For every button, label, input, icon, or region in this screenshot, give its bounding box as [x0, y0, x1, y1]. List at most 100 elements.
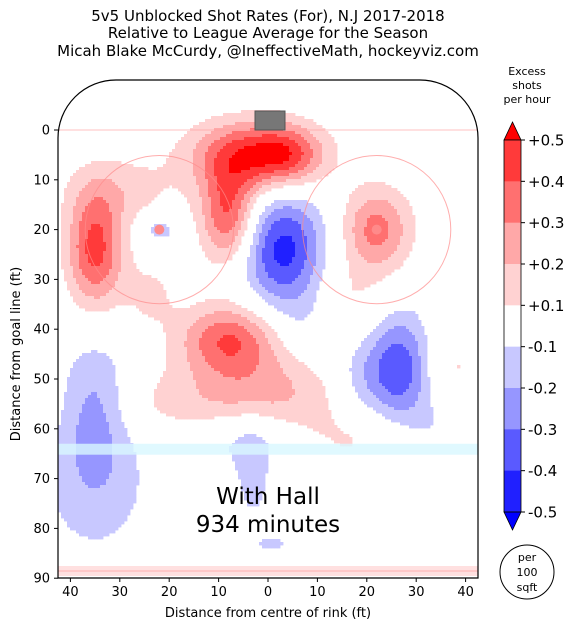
heat-cell [355, 200, 359, 204]
heat-cell [406, 215, 410, 219]
heat-cell [148, 302, 152, 306]
heat-cell [94, 227, 98, 231]
heat-cell [247, 167, 251, 171]
heat-cell [292, 299, 296, 303]
heat-cell [298, 203, 302, 207]
heat-cell [259, 224, 263, 228]
heat-cell [397, 257, 401, 261]
heat-cell [403, 320, 407, 324]
heat-cell [349, 227, 353, 231]
heat-cell [334, 143, 338, 147]
heat-cell [127, 209, 131, 213]
heat-cell [223, 125, 227, 129]
heat-cell [76, 287, 80, 291]
heat-cell [379, 233, 383, 237]
heat-cell [259, 239, 263, 243]
heat-cell [286, 206, 290, 210]
heat-cell [319, 272, 323, 276]
heat-cell [349, 266, 353, 270]
heat-cell [196, 167, 200, 171]
heat-cell [112, 206, 116, 210]
heat-cell [247, 191, 251, 195]
heat-cell [214, 155, 218, 159]
heat-cell [199, 233, 203, 237]
heat-cell [190, 179, 194, 183]
heat-cell [220, 140, 224, 144]
heat-cell [232, 146, 236, 150]
heat-cell [253, 161, 257, 165]
heat-cell [97, 266, 101, 270]
heat-cell [226, 155, 230, 159]
heat-cell [379, 263, 383, 267]
heat-cell [118, 299, 122, 303]
heat-cell [277, 227, 281, 231]
heat-cell [400, 239, 404, 243]
heat-cell [241, 167, 245, 171]
heat-cell [373, 257, 377, 261]
heat-cell [301, 161, 305, 165]
heat-cell [352, 272, 356, 276]
heat-cell [118, 170, 122, 174]
heat-cell [112, 284, 116, 288]
heat-cell [232, 131, 236, 135]
heat-cell [109, 170, 113, 174]
heat-cell [280, 200, 284, 204]
heat-cell [265, 287, 269, 291]
heat-cell [295, 215, 299, 219]
heat-cell [202, 302, 206, 306]
heat-cell [193, 209, 197, 213]
heat-cell [391, 209, 395, 213]
heat-cell [400, 323, 404, 327]
heat-cell [217, 251, 221, 255]
heat-cell [208, 242, 212, 246]
heat-cell [283, 302, 287, 306]
heat-cell [91, 254, 95, 258]
heat-cell [184, 308, 188, 312]
heat-cell [238, 140, 242, 144]
heat-cell [64, 254, 68, 258]
heat-cell [76, 260, 80, 264]
heat-cell [124, 296, 128, 300]
heat-cell [304, 218, 308, 222]
heat-cell [328, 152, 332, 156]
heat-cell [73, 227, 77, 231]
heat-cell [412, 317, 416, 321]
heat-cell [370, 281, 374, 285]
heat-cell [106, 164, 110, 168]
heat-cell [409, 245, 413, 249]
heat-cell [298, 167, 302, 171]
heat-cell [190, 158, 194, 162]
heat-cell [205, 221, 209, 225]
heat-cell [103, 197, 107, 201]
heat-cell [109, 275, 113, 279]
heat-cell [235, 173, 239, 177]
heat-cell [82, 251, 86, 255]
heat-cell [319, 146, 323, 150]
heat-cell [310, 293, 314, 297]
heat-cell [379, 335, 383, 339]
heat-cell [160, 311, 164, 315]
heat-cell [226, 179, 230, 183]
heat-cell [139, 305, 143, 309]
heat-cell [250, 188, 254, 192]
heat-cell [310, 167, 314, 171]
heat-cell [301, 305, 305, 309]
heat-cell [223, 182, 227, 186]
heat-cell [127, 299, 131, 303]
heat-cell [391, 203, 395, 207]
heat-cell [301, 158, 305, 162]
heat-cell [379, 275, 383, 279]
heat-cell [277, 152, 281, 156]
heat-cell [109, 239, 113, 243]
heat-cell [163, 182, 167, 186]
heat-cell [103, 173, 107, 177]
heat-cell [178, 152, 182, 156]
heat-cell [205, 329, 209, 333]
heat-cell [259, 245, 263, 249]
heat-cell [235, 212, 239, 216]
heat-cell [214, 245, 218, 249]
heat-cell [193, 320, 197, 324]
heat-cell [283, 263, 287, 267]
heat-cell [310, 122, 314, 126]
heat-cell [307, 161, 311, 165]
